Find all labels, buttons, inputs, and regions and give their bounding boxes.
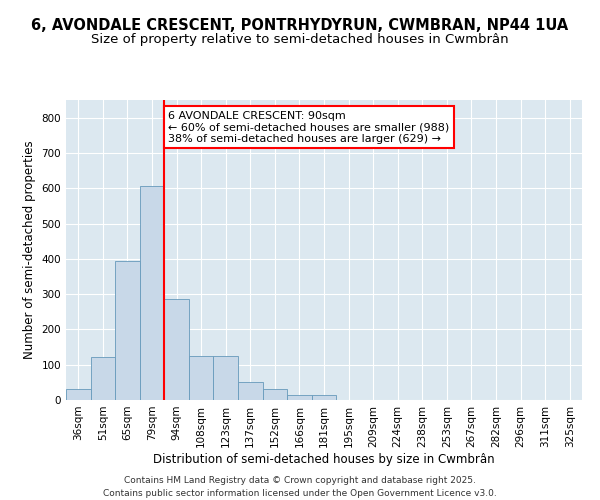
Text: 6 AVONDALE CRESCENT: 90sqm
← 60% of semi-detached houses are smaller (988)
38% o: 6 AVONDALE CRESCENT: 90sqm ← 60% of semi… [168, 110, 449, 144]
Bar [214, 356, 238, 400]
Bar [91, 357, 115, 400]
X-axis label: Distribution of semi-detached houses by size in Cwmbrân: Distribution of semi-detached houses by … [153, 452, 495, 466]
Text: Size of property relative to semi-detached houses in Cwmbrân: Size of property relative to semi-detach… [91, 32, 509, 46]
Bar [115, 260, 140, 400]
Bar [287, 394, 312, 400]
Text: 6, AVONDALE CRESCENT, PONTRHYDYRUN, CWMBRAN, NP44 1UA: 6, AVONDALE CRESCENT, PONTRHYDYRUN, CWMB… [31, 18, 569, 32]
Bar [238, 382, 263, 400]
Bar [263, 390, 287, 400]
Bar [312, 396, 336, 400]
Bar [164, 300, 189, 400]
Bar [140, 186, 164, 400]
Text: Contains HM Land Registry data © Crown copyright and database right 2025.
Contai: Contains HM Land Registry data © Crown c… [103, 476, 497, 498]
Bar [189, 356, 214, 400]
Y-axis label: Number of semi-detached properties: Number of semi-detached properties [23, 140, 36, 360]
Bar [66, 390, 91, 400]
